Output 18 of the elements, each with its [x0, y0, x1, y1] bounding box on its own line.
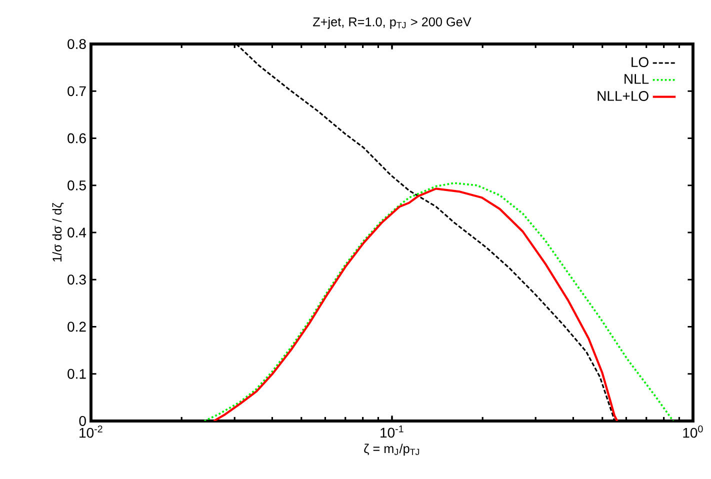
- y-tick-label: 0.6: [68, 133, 86, 144]
- y-tick-label: 0.5: [68, 180, 86, 190]
- legend-label: NLL+LO: [598, 91, 648, 101]
- y-tick-label: 0.8: [68, 39, 86, 49]
- x-tick-label: 10$^{0}$: [683, 425, 703, 438]
- y-tick-label: 0.1: [68, 368, 86, 379]
- y-tick-label: 0: [79, 416, 86, 426]
- x-tick-label: 10$^{-2}$: [80, 425, 102, 438]
- x-axis-title: ζ = m$_{J}$/p$_{TJ}$: [364, 444, 420, 456]
- y-tick-label: 0.3: [68, 274, 86, 285]
- x-tick-label: 10$^{-1}$: [380, 425, 404, 438]
- legend-label: NLL: [624, 74, 649, 84]
- legend-label: LO: [632, 57, 648, 68]
- y-tick-label: 0.7: [68, 86, 86, 96]
- y-tick-label: 0.4: [68, 228, 86, 238]
- y-axis-title: 1/σ dσ / dζ: [52, 202, 64, 262]
- y-tick-label: 0.2: [68, 322, 86, 332]
- chart-title: Z+jet, R=1.0, p$_{TJ}$ > 200 GeV: [313, 17, 472, 29]
